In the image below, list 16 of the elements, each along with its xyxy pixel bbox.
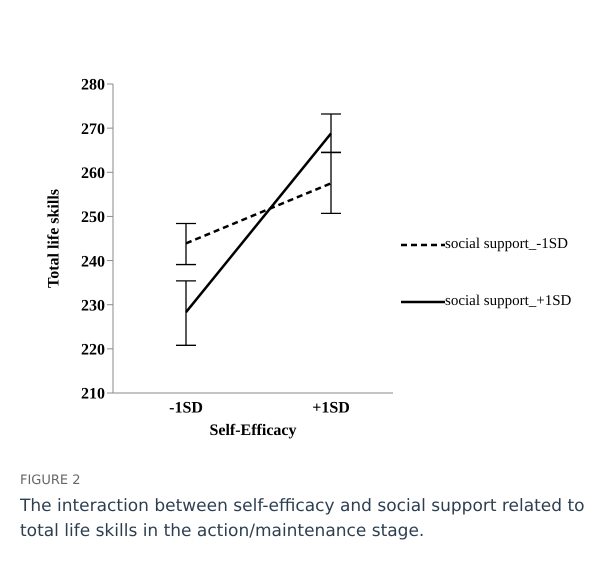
x-tick-label: -1SD xyxy=(169,399,203,416)
x-axis-title: Self-Efficacy xyxy=(209,422,297,439)
y-tick-label: 210 xyxy=(81,386,105,403)
y-axis-title: Total life skills xyxy=(46,189,63,288)
legend-label: social support_+1SD xyxy=(445,293,572,310)
caption: FIGURE 2 xyxy=(20,473,82,488)
y-tick-label: 260 xyxy=(81,164,105,182)
y-tick-label: 220 xyxy=(81,342,105,359)
text: The interaction between self-efficacy and social support related to total life skills in the action/maintenance stage. xyxy=(20,495,586,543)
y-tick-label: 230 xyxy=(81,297,105,314)
y-tick-label: 270 xyxy=(81,120,105,138)
legend-label: social support_-1SD xyxy=(445,236,568,253)
y-tick-label: 250 xyxy=(81,209,105,226)
x-tick-label: +1SD xyxy=(312,399,350,416)
y-tick-label: 240 xyxy=(81,253,105,270)
y-tick-label: 280 xyxy=(81,76,105,94)
